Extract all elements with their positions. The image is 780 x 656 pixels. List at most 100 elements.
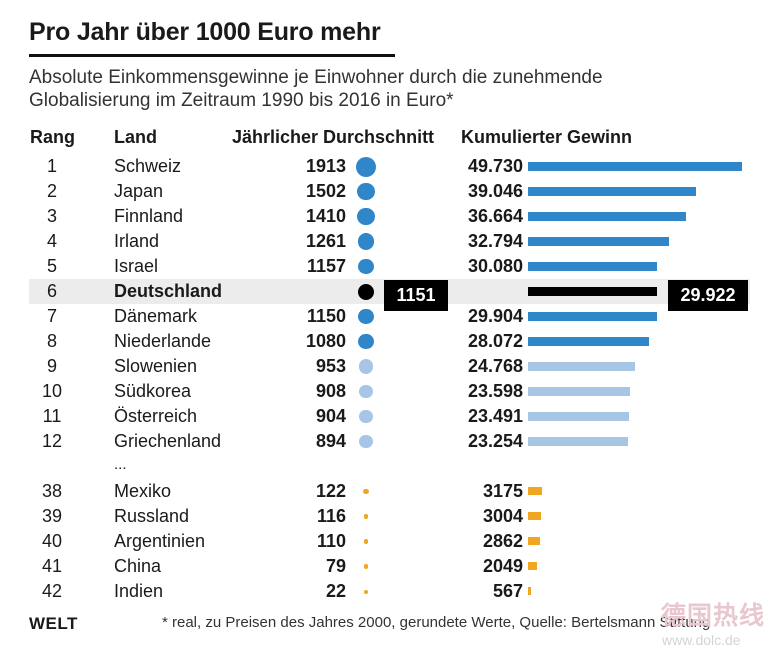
header-rank: Rang xyxy=(30,127,75,147)
rank-cell: 5 xyxy=(46,256,57,276)
cumulative-bar xyxy=(528,237,670,246)
cumulative-bar xyxy=(528,287,657,296)
average-dot xyxy=(363,564,369,569)
average-dot xyxy=(358,308,374,325)
country-cell: Niederlande xyxy=(114,331,212,351)
average-value: 110 xyxy=(316,531,346,551)
average-dot xyxy=(364,589,368,594)
cumulative-bar xyxy=(528,337,649,346)
rank-cell: 12 xyxy=(41,431,63,451)
cumulative-value: 24.768 xyxy=(467,356,523,376)
cumulative-bar xyxy=(528,562,537,570)
cumulative-value: 2862 xyxy=(482,531,523,551)
country-cell: Südkorea xyxy=(114,381,192,401)
average-dot xyxy=(358,258,374,275)
rank-cell: 8 xyxy=(46,331,57,351)
rank-cell: 42 xyxy=(41,581,63,601)
cumulative-value: 3004 xyxy=(482,506,523,526)
cumulative-bar xyxy=(528,537,541,545)
average-value: 1913 xyxy=(305,156,346,176)
cumulative-bar xyxy=(528,262,658,271)
cumulative-value: 36.664 xyxy=(467,206,523,226)
rank-cell: 6 xyxy=(46,281,57,301)
country-cell: Irland xyxy=(114,231,160,251)
cumulative-bar xyxy=(528,362,635,371)
watermark-text: 德国热线 xyxy=(661,602,766,630)
average-dot xyxy=(357,207,375,226)
average-value: 1261 xyxy=(305,231,346,251)
average-dot xyxy=(358,283,374,300)
cumulative-value: 32.794 xyxy=(467,231,523,251)
average-dot xyxy=(359,384,373,399)
watermark-url: www.dolc.de xyxy=(662,632,741,648)
cumulative-value: 30.080 xyxy=(467,256,523,276)
country-cell: Mexiko xyxy=(114,481,172,501)
cumulative-label: 29.922 xyxy=(668,280,748,311)
chart-title: Pro Jahr über 1000 Euro mehr xyxy=(29,18,381,46)
cumulative-value: 567 xyxy=(492,581,523,601)
country-cell: Slowenien xyxy=(114,356,198,376)
rank-cell: 3 xyxy=(46,206,57,226)
country-cell: China xyxy=(114,556,162,576)
average-dot xyxy=(357,182,375,201)
cumulative-value: 2049 xyxy=(482,556,523,576)
welt-logo: WELT xyxy=(29,614,78,633)
average-value: 904 xyxy=(315,406,346,426)
header-cumulative: Kumulierter Gewinn xyxy=(461,127,633,147)
cumulative-bar xyxy=(528,162,742,171)
cumulative-value: 28.072 xyxy=(467,331,523,351)
average-value: 116 xyxy=(316,506,346,526)
country-cell: Russland xyxy=(114,506,190,526)
average-dot xyxy=(363,488,369,495)
cumulative-bar xyxy=(528,212,686,221)
rank-cell: 10 xyxy=(41,381,63,401)
country-cell: Indien xyxy=(114,581,164,601)
average-value: 79 xyxy=(325,556,346,576)
cumulative-value: 49.730 xyxy=(467,156,523,176)
average-value: 122 xyxy=(315,481,346,501)
rank-cell: 39 xyxy=(41,506,63,526)
average-value: 1410 xyxy=(305,206,346,226)
rank-cell: 7 xyxy=(46,306,57,326)
rank-cell: 9 xyxy=(46,356,57,376)
cumulative-bar xyxy=(528,187,697,196)
rank-cell: 38 xyxy=(41,481,63,501)
cumulative-value: 23.254 xyxy=(467,431,523,451)
rank-cell: 40 xyxy=(41,531,63,551)
country-cell: Griechenland xyxy=(114,431,222,451)
average-dot xyxy=(358,359,374,374)
header-country: Land xyxy=(114,127,157,147)
country-cell: Deutschland xyxy=(114,281,223,301)
average-dot xyxy=(359,409,373,424)
average-dot xyxy=(363,514,369,519)
cumulative-bar xyxy=(528,412,630,421)
country-cell: Dänemark xyxy=(114,306,198,326)
country-cell: Israel xyxy=(114,256,159,276)
cumulative-value: 23.598 xyxy=(467,381,523,401)
average-value: 908 xyxy=(315,381,346,401)
header-average: Jährlicher Durchschnitt xyxy=(232,127,435,147)
cumulative-value: 29.904 xyxy=(467,306,523,326)
footnote: * real, zu Preisen des Jahres 2000, geru… xyxy=(162,614,711,631)
country-cell: Österreich xyxy=(114,406,198,426)
rank-cell: 11 xyxy=(42,406,62,426)
average-value: 953 xyxy=(315,356,346,376)
average-dot xyxy=(363,539,369,544)
average-label: 1151 xyxy=(384,280,448,311)
average-value: 22 xyxy=(325,581,346,601)
average-dot xyxy=(357,233,375,250)
average-dot xyxy=(359,434,373,449)
cumulative-bar xyxy=(528,512,541,520)
cumulative-value: 39.046 xyxy=(467,181,523,201)
average-dot xyxy=(356,156,376,177)
average-dot xyxy=(358,333,374,349)
chart-subtitle: Absolute Einkommensgewinne je Einwohner … xyxy=(29,67,603,111)
cumulative-bar xyxy=(528,312,657,321)
ellipsis: ... xyxy=(114,456,127,473)
average-value: 1150 xyxy=(306,306,346,326)
cumulative-value: 23.491 xyxy=(467,406,523,426)
rank-cell: 2 xyxy=(46,181,57,201)
title-underline xyxy=(29,54,395,57)
rank-cell: 1 xyxy=(46,156,57,176)
cumulative-bar xyxy=(528,587,531,595)
